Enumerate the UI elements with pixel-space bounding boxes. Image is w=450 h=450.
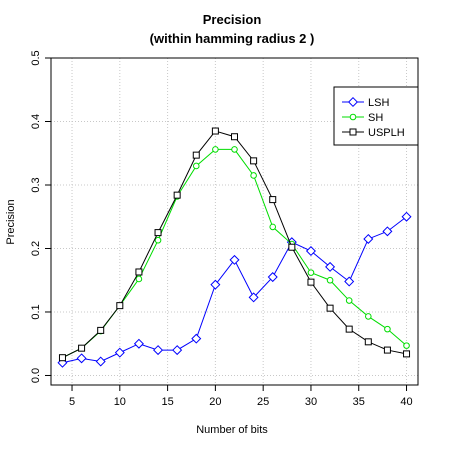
x-tick-label: 35	[353, 396, 365, 408]
data-point-sh	[365, 313, 372, 320]
legend-marker-sh	[349, 113, 357, 121]
data-point-usplh	[288, 243, 296, 251]
data-point-usplh	[211, 127, 219, 135]
series-group	[57, 127, 412, 368]
data-point-lsh	[305, 246, 316, 257]
y-tick-label: 0.2	[30, 241, 42, 256]
data-point-lsh	[382, 226, 393, 237]
data-point-sh	[326, 276, 334, 284]
x-tick-label: 15	[161, 396, 173, 408]
legend-box	[333, 86, 419, 146]
data-point-lsh	[267, 272, 278, 283]
data-point-sh	[269, 223, 277, 231]
data-point-usplh	[116, 302, 124, 310]
data-point-usplh	[250, 157, 258, 165]
x-tick-label: 20	[209, 396, 221, 408]
x-tick-label: 25	[257, 396, 269, 408]
data-point-usplh	[326, 304, 334, 312]
data-point-usplh	[383, 346, 391, 354]
data-point-usplh	[97, 326, 105, 334]
data-point-usplh	[345, 325, 353, 333]
data-point-sh	[345, 297, 353, 304]
data-point-sh	[384, 325, 391, 333]
data-point-sh	[307, 269, 315, 276]
data-point-lsh	[76, 353, 87, 364]
data-point-usplh	[307, 278, 315, 286]
y-tick-label: 0.0	[30, 368, 42, 383]
chart-subtitle: (within hamming radius 2 )	[150, 31, 315, 46]
data-point-usplh	[192, 151, 200, 159]
axes: 5 10 15 20 25 30 35 40 0.0 0.1 0.2 0.3 0.4 0.5	[30, 50, 419, 408]
data-point-sh	[403, 342, 410, 349]
x-tick-label: 5	[69, 396, 75, 408]
data-point-lsh	[229, 254, 240, 265]
data-point-lsh	[95, 356, 106, 367]
data-point-lsh	[133, 338, 144, 349]
data-point-lsh	[57, 357, 68, 368]
legend-item-lsh: LSH	[342, 96, 389, 109]
data-point-usplh	[135, 268, 143, 276]
data-point-usplh	[403, 350, 411, 358]
x-tick-label: 40	[400, 396, 412, 408]
y-tick-label: 0.1	[30, 304, 42, 319]
data-point-lsh	[191, 333, 202, 344]
data-point-sh	[231, 146, 238, 153]
plot-frame	[50, 57, 419, 386]
data-point-usplh	[269, 196, 277, 204]
data-point-lsh	[325, 261, 336, 272]
y-tick-label: 0.3	[30, 177, 42, 192]
legend-label-usplh: USPLH	[368, 127, 405, 139]
legend-label-sh: SH	[368, 112, 383, 124]
data-point-sh	[154, 236, 162, 244]
data-point-usplh	[78, 344, 86, 352]
x-tick-label: 30	[305, 396, 317, 408]
data-point-usplh	[154, 229, 162, 237]
legend-item-usplh: USPLH	[342, 127, 405, 139]
legend-label-lsh: LSH	[368, 97, 389, 109]
data-point-usplh	[231, 133, 238, 141]
data-point-usplh	[173, 191, 181, 199]
y-tick-label: 0.4	[30, 114, 42, 129]
x-tick-label: 10	[114, 396, 126, 408]
data-point-usplh	[364, 338, 372, 346]
data-point-sh	[135, 275, 143, 283]
series-usplh	[58, 127, 411, 362]
y-axis-label: Precision	[5, 199, 17, 244]
data-point-lsh	[344, 276, 355, 287]
x-axis-label: Number of bits	[196, 424, 268, 436]
data-point-lsh	[114, 347, 125, 358]
legend: LSH SH USPLH	[333, 86, 419, 146]
data-point-sh	[192, 162, 200, 170]
legend-marker-lsh	[347, 96, 359, 108]
data-point-usplh	[58, 354, 66, 362]
series-lsh	[57, 211, 412, 368]
data-point-lsh	[401, 211, 412, 222]
legend-item-sh: SH	[342, 112, 383, 124]
data-point-lsh	[172, 345, 183, 356]
data-point-lsh	[210, 279, 221, 290]
data-point-sh	[212, 146, 219, 153]
chart-title: Precision	[203, 12, 262, 27]
data-point-sh	[250, 172, 257, 179]
y-tick-label: 0.5	[30, 50, 42, 65]
data-point-lsh	[248, 292, 259, 303]
data-point-lsh	[363, 233, 374, 244]
legend-marker-usplh	[349, 128, 357, 136]
data-point-lsh	[153, 345, 164, 356]
